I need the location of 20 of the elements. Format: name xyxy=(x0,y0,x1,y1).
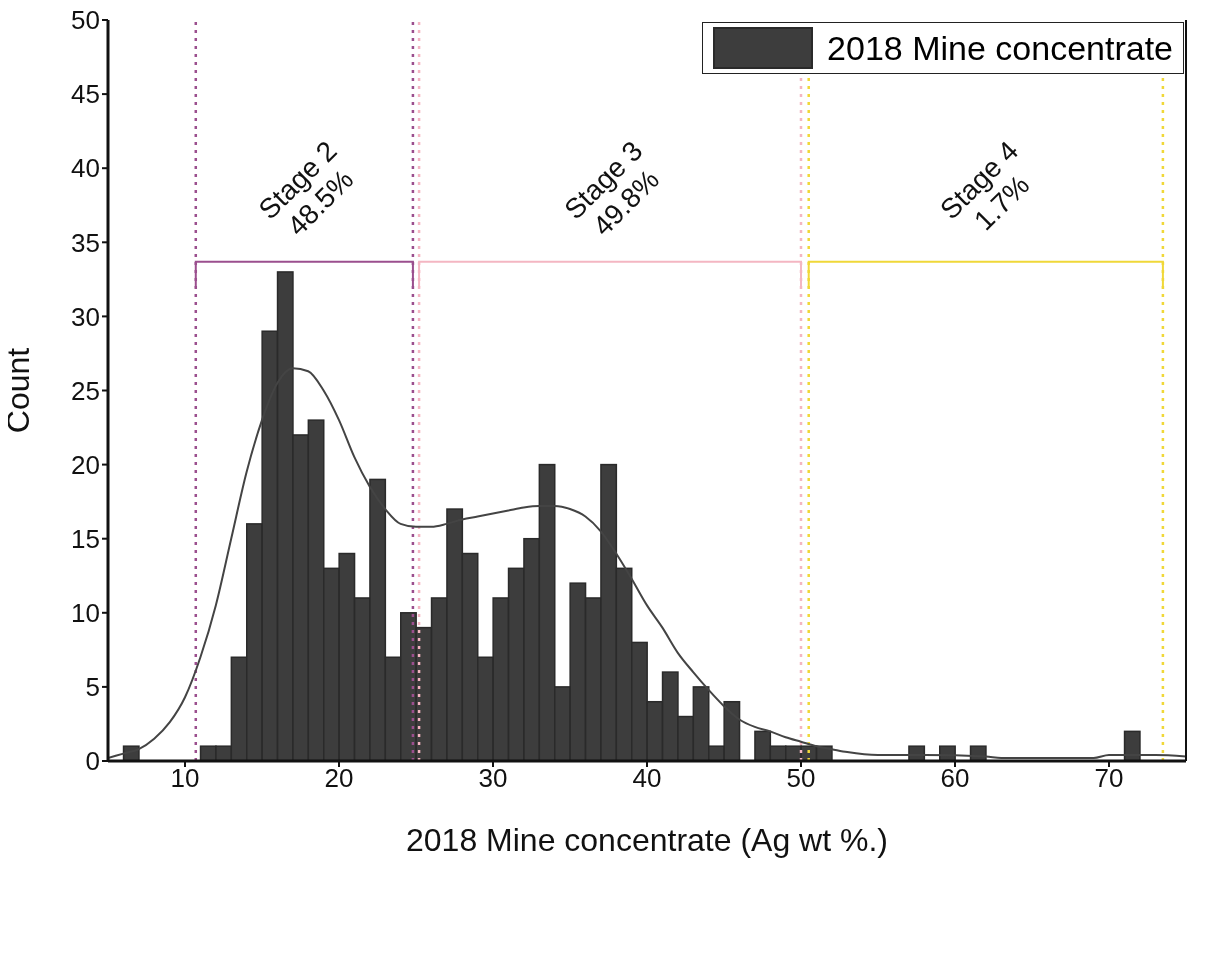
y-tick-label: 0 xyxy=(85,746,100,777)
y-tick-label: 20 xyxy=(71,449,100,480)
y-tick-label: 50 xyxy=(71,5,100,36)
legend-label: 2018 Mine concentrate xyxy=(827,28,1173,68)
y-tick-label: 15 xyxy=(71,523,100,554)
y-tick-label: 25 xyxy=(71,375,100,406)
x-tick-label: 70 xyxy=(1094,763,1124,794)
x-tick-label: 30 xyxy=(478,763,508,794)
x-tick-label: 10 xyxy=(170,763,200,794)
y-tick-label: 10 xyxy=(71,598,100,629)
y-tick-label: 30 xyxy=(71,301,100,332)
y-tick-label: 40 xyxy=(71,153,100,184)
x-tick-label: 20 xyxy=(324,763,354,794)
y-tick-label: 45 xyxy=(71,79,100,110)
y-tick-label: 35 xyxy=(71,227,100,258)
x-tick-label: 60 xyxy=(940,763,970,794)
x-tick-label: 50 xyxy=(786,763,816,794)
x-tick-label: 40 xyxy=(632,763,662,794)
y-tick-label: 5 xyxy=(85,672,100,703)
x-axis-title: 2018 Mine concentrate (Ag wt %.) xyxy=(405,822,889,858)
